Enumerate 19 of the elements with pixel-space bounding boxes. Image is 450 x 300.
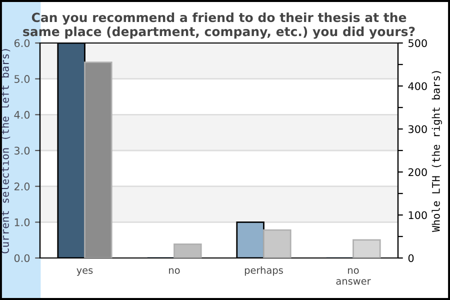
y-tick-label: 3.0 — [14, 146, 30, 155]
y2-tick-label: 200 — [408, 168, 427, 176]
y2-tick-label: 0 — [408, 254, 414, 262]
y-tick-label: 0.0 — [14, 254, 30, 262]
x-tick-label: yes — [76, 268, 93, 276]
y-tick-label: 5.0 — [14, 75, 30, 83]
y-tick-label: 4.0 — [14, 110, 30, 119]
chart-title: Can you recommend a friend to do their thesis at the same place (department, company, etc.) you did yours? — [23, 12, 415, 39]
y2-tick-label: 400 — [408, 82, 427, 90]
y2-tick-label: 100 — [408, 211, 427, 220]
y2-tick-label: 300 — [408, 125, 427, 134]
y-tick-label: 1.0 — [14, 218, 30, 226]
y-tick-label: 2.0 — [14, 182, 30, 190]
x-tick-label: no answer — [336, 268, 371, 285]
y2-tick-label: 500 — [408, 39, 427, 48]
y2-axis-title: Whole LTH (the right bars) — [432, 71, 442, 232]
y-tick-label: 6.0 — [14, 39, 30, 48]
x-tick-label: no — [169, 268, 180, 274]
x-tick-label: perhaps — [244, 266, 283, 276]
